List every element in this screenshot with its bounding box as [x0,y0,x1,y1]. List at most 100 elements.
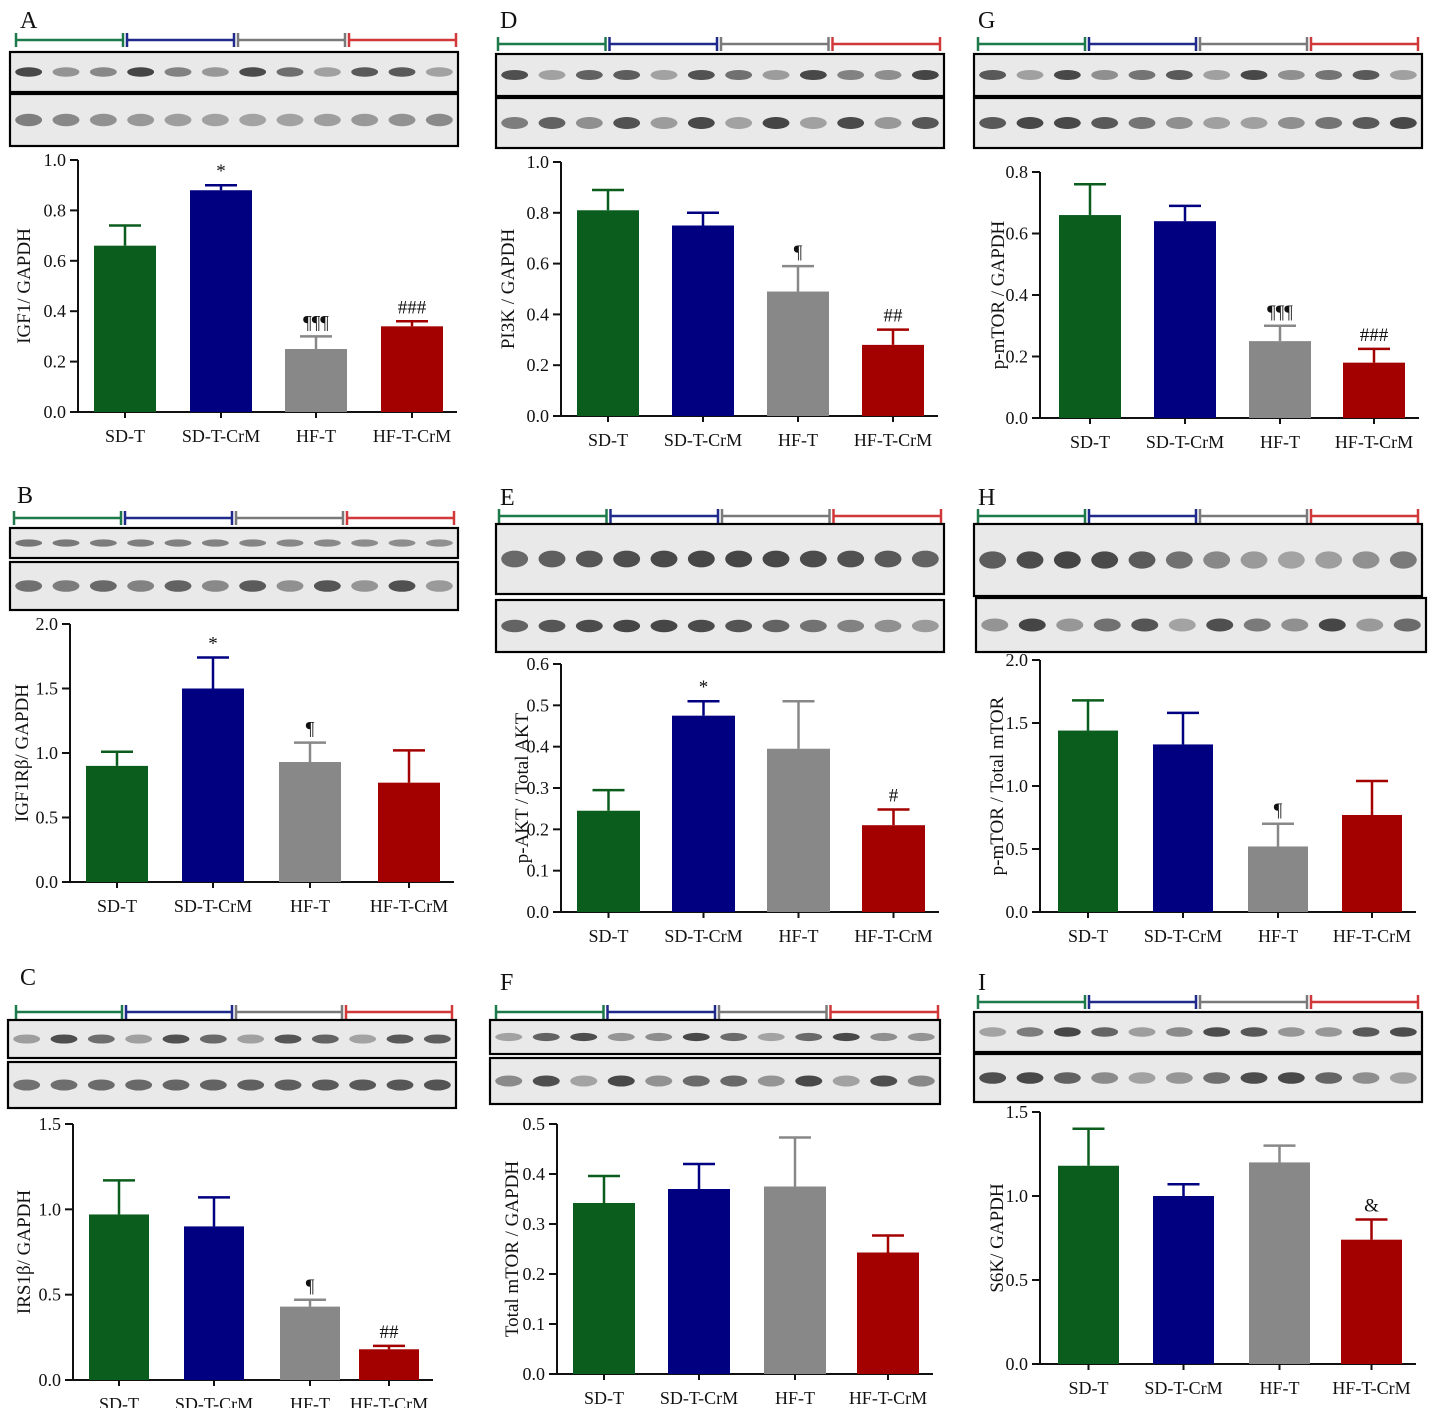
blot-band [795,1075,823,1087]
bar-hf-t-crm [1343,362,1405,418]
blot-band [532,1075,560,1087]
blot-band [501,117,529,129]
x-tick-label: HF-T-CrM [350,1394,428,1408]
y-tick-label: 1.5 [1006,1102,1029,1122]
blot-band [762,117,790,129]
y-axis-label: p-mTOR / Total mTOR [987,696,1008,875]
blot-band [13,1079,41,1091]
y-tick-label: 0.5 [39,1285,62,1305]
blot-band [276,113,304,127]
x-tick-label: SD-T-CrM [664,926,742,946]
blot-band [911,619,939,633]
blot-band [127,539,155,547]
blot-band [874,619,902,633]
blot-strip-frame [494,96,946,150]
blot-band [650,69,678,81]
blot-band [313,67,341,77]
blot-strip-frame [8,50,460,94]
y-tick-label: 0.0 [36,872,59,892]
blot-band [1318,618,1346,632]
blot-band [425,580,453,592]
bar-sd-t-crm [190,190,252,412]
blot-band [425,67,453,77]
blot-band [799,550,827,568]
blot-band [1016,69,1044,81]
blot-strip-frame [972,52,1424,98]
significance-marker: # [889,785,899,806]
blot-band [274,1079,302,1091]
y-tick-label: 1.0 [1006,776,1029,796]
x-tick-label: HF-T-CrM [854,430,932,450]
blot-band [832,1075,860,1087]
y-axis-label: PI3K / GAPDH [498,229,519,350]
y-tick-label: 0.4 [523,1164,546,1184]
blot-band [607,1032,635,1042]
blot-band [1352,1072,1380,1084]
blot-band [757,1075,785,1087]
blot-band [570,1075,598,1087]
blot-band [423,1034,451,1044]
blot-band [1389,551,1417,569]
blot-band [201,113,229,127]
bar-hf-t-crm [359,1349,419,1380]
blot-band [538,69,566,81]
y-tick-label: 0.0 [44,402,67,422]
blot-band [1018,618,1046,632]
x-tick-label: SD-T [97,896,137,916]
blot-band [1315,69,1343,81]
y-tick-label: 0.6 [527,254,550,274]
blot-band [199,1034,227,1044]
blot-band [313,113,341,127]
x-tick-label: HF-T [778,430,818,450]
blot-band [725,69,753,81]
blot-band [645,1075,673,1087]
significance-marker: ### [398,297,427,318]
blot-band [89,580,117,592]
blot-band [1352,1027,1380,1037]
panel-b: B 0.0 0.5 1.0 1.5 2.0 IGF1Rβ/ GAPDH SD-T * SD-T-C… [8,483,460,916]
blot-band [874,69,902,81]
blot-band [911,69,939,81]
blot-band [1128,551,1156,569]
blot-band [425,539,453,547]
panel-g: G 0.0 0.2 0.4 0.6 0.8 p-mTOR / GAPDH SD-T SD-T-C… [972,8,1424,452]
blot-band [15,67,43,77]
blot-band [682,1075,710,1087]
blot-band [1240,1072,1268,1084]
blot-band [201,539,229,547]
blot-band [1053,551,1081,569]
y-tick-label: 0.0 [527,902,550,922]
blot-band [164,113,192,127]
y-tick-label: 0.3 [527,778,550,798]
blot-band [725,550,753,568]
blot-band [15,580,43,592]
blot-band [351,67,379,77]
bar-hf-t-crm [857,1252,919,1374]
panel-i: I 0.0 0.5 1.0 1.5 S6K/ GAPDH SD-T SD-T-CrM HF-T &… [972,970,1424,1398]
blot-band [501,550,529,568]
blot-band [1389,1072,1417,1084]
blot-band [575,117,603,129]
blot-band [979,1027,1007,1037]
panel-a: A 0.0 0.2 0.4 0.6 0.8 1.0 IGF1/ GAPDH SD-T * SD-T-… [8,8,460,446]
blot-band [607,1075,635,1087]
blot-band [239,113,267,127]
x-tick-label: SD-T-CrM [174,896,252,916]
panel-letter: B [17,483,33,509]
blot-band [52,539,80,547]
y-tick-label: 0.0 [523,1364,546,1384]
y-axis-label: IRS1β/ GAPDH [14,1190,35,1314]
significance-marker: ¶ [306,1276,315,1297]
blot-band [762,550,790,568]
blot-band [799,69,827,81]
blot-band [1091,551,1119,569]
blot-band [127,580,155,592]
blot-band [164,67,192,77]
panel-e: E 0.0 0.1 0.2 0.3 0.4 0.5 0.6 p-AKT / Total AKT S… [494,485,946,946]
blot-band [1281,618,1309,632]
blot-band [1016,117,1044,129]
blot-band [650,619,678,633]
blot-band [538,117,566,129]
blot-strip-frame [494,52,946,98]
